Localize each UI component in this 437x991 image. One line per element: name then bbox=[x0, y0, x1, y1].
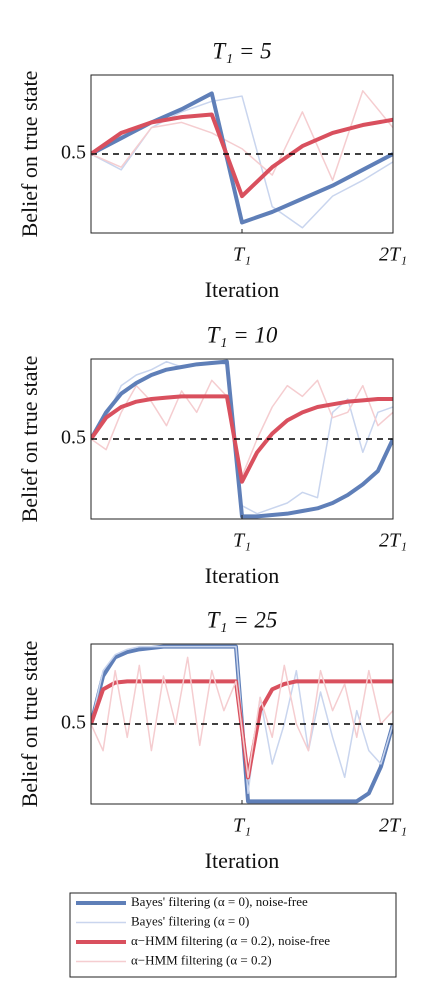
series-line bbox=[91, 112, 393, 199]
x-axis-label: Iteration bbox=[205, 848, 280, 873]
x-tick-label: T₁ bbox=[233, 815, 251, 837]
series-line bbox=[91, 379, 393, 478]
legend-label: α−HMM filtering (α = 0.2), noise-free bbox=[131, 933, 330, 948]
y-tick-label: 0.5 bbox=[61, 142, 86, 164]
legend-label: α−HMM filtering (α = 0.2) bbox=[131, 952, 272, 967]
series-line bbox=[91, 95, 393, 229]
y-axis-label: Belief on true state bbox=[17, 641, 42, 808]
chart-title: T₁ = 5 bbox=[212, 38, 271, 63]
legend-label: Bayes' filtering (α = 0), noise-free bbox=[131, 894, 308, 909]
series-line bbox=[91, 394, 393, 484]
x-axis-label: Iteration bbox=[205, 277, 280, 302]
x-tick-label: 2T₁ bbox=[379, 815, 407, 837]
x-tick-label: T₁ bbox=[233, 530, 251, 552]
legend-label: Bayes' filtering (α = 0) bbox=[131, 913, 249, 928]
chart-title: T₁ = 10 bbox=[207, 322, 278, 347]
y-tick-label: 0.5 bbox=[61, 427, 86, 449]
legend-box bbox=[69, 892, 397, 978]
x-tick-label: 2T₁ bbox=[379, 530, 407, 552]
series-line bbox=[91, 90, 393, 182]
y-axis-label: Belief on true state bbox=[17, 356, 42, 523]
x-tick-label: T₁ bbox=[233, 244, 251, 266]
series-line bbox=[91, 656, 393, 779]
series-line bbox=[91, 91, 393, 225]
y-tick-label: 0.5 bbox=[61, 712, 86, 734]
x-tick-label: 2T₁ bbox=[379, 244, 407, 266]
chart-title: T₁ = 25 bbox=[207, 607, 278, 632]
y-axis-label: Belief on true state bbox=[17, 71, 42, 238]
x-axis-label: Iteration bbox=[205, 563, 280, 588]
